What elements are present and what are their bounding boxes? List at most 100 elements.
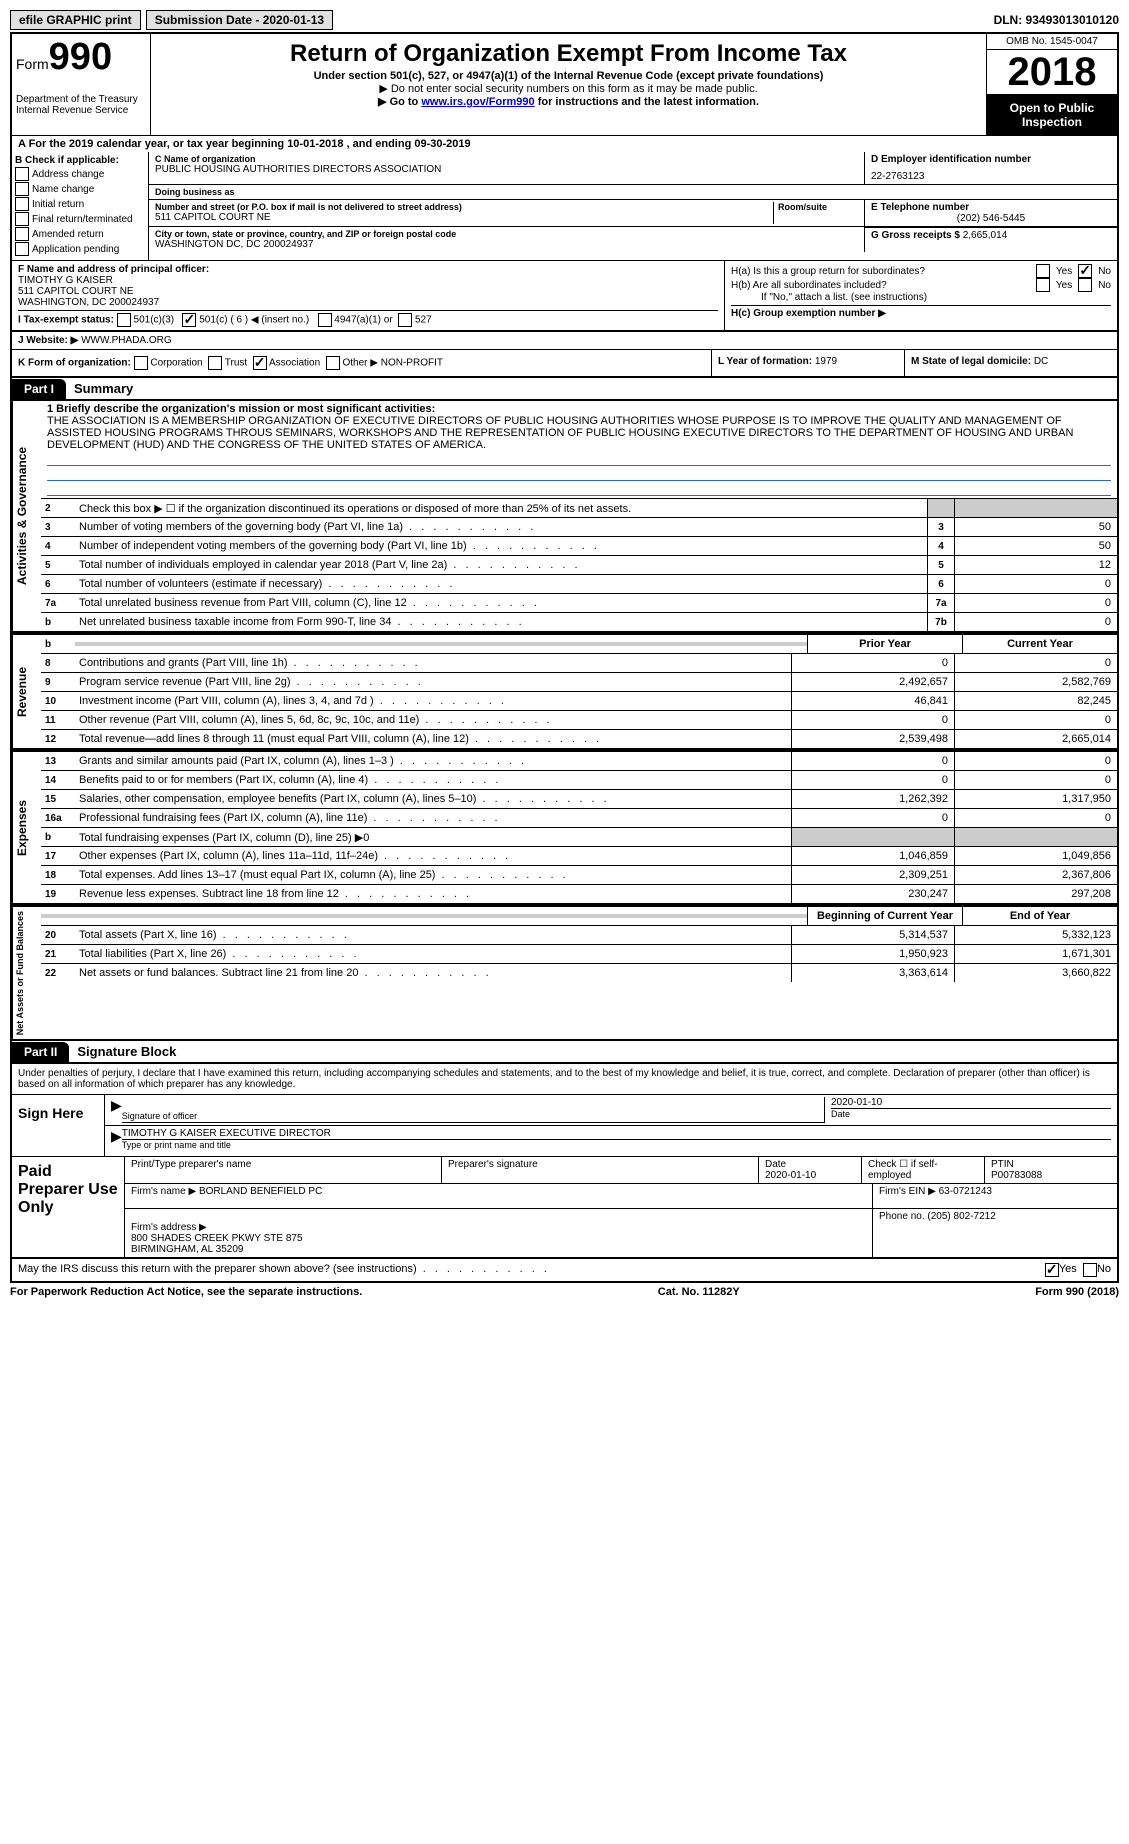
line-desc: Other revenue (Part VIII, column (A), li…: [75, 712, 791, 728]
dba-label: Doing business as: [155, 187, 859, 197]
chk-discuss-no[interactable]: [1083, 1263, 1097, 1277]
header-mid: Return of Organization Exempt From Incom…: [151, 34, 986, 135]
self-emp-cell: Check ☐ if self-employed: [862, 1157, 985, 1183]
current-val: 1,049,856: [954, 847, 1117, 865]
arrow-icon: ▶: [111, 1128, 122, 1154]
line-box: 7a: [927, 594, 954, 612]
current-val: 3,660,822: [954, 964, 1117, 982]
chk-ha-no[interactable]: [1078, 264, 1092, 278]
chk-other[interactable]: [326, 356, 340, 370]
firm-ein-cell: Firm's EIN ▶ 63-0721243: [873, 1184, 1117, 1208]
discuss-row: May the IRS discuss this return with the…: [10, 1259, 1119, 1283]
table-row: 9 Program service revenue (Part VIII, li…: [41, 673, 1117, 692]
page-footer: For Paperwork Reduction Act Notice, see …: [10, 1283, 1119, 1301]
irs-link[interactable]: www.irs.gov/Form990: [421, 96, 534, 108]
line-val: 0: [954, 575, 1117, 593]
sig-officer-label: Signature of officer: [122, 1111, 824, 1121]
line-desc: Number of independent voting members of …: [75, 538, 927, 554]
chk-address-change[interactable]: [15, 167, 29, 181]
table-row: 6 Total number of volunteers (estimate i…: [41, 575, 1117, 594]
footer-right: Form 990 (2018): [1035, 1286, 1119, 1298]
chk-527[interactable]: [398, 313, 412, 327]
lbl-discuss-yes: Yes: [1059, 1263, 1077, 1277]
prep-sig-cell: Preparer's signature: [442, 1157, 759, 1183]
prior-val: 230,247: [791, 885, 954, 903]
side-revenue: Revenue: [12, 635, 41, 748]
line-desc: Total fundraising expenses (Part IX, col…: [75, 829, 791, 846]
chk-501c[interactable]: [182, 313, 196, 327]
line-num: 2: [41, 501, 75, 516]
other-value: NON-PROFIT: [381, 358, 443, 369]
box-f: F Name and address of principal officer:…: [12, 261, 724, 330]
box-m-label: M State of legal domicile:: [911, 356, 1031, 367]
footer-left: For Paperwork Reduction Act Notice, see …: [10, 1286, 362, 1298]
identity-block: B Check if applicable: Address change Na…: [10, 152, 1119, 378]
current-val: 5,332,123: [954, 926, 1117, 944]
website-value: WWW.PHADA.ORG: [81, 335, 172, 346]
chk-hb-yes[interactable]: [1036, 278, 1050, 292]
box-f-label: F Name and address of principal officer:: [18, 264, 718, 275]
current-val: 2,367,806: [954, 866, 1117, 884]
line-num: 18: [41, 868, 75, 883]
chk-amended-return[interactable]: [15, 227, 29, 241]
firm-name-label: Firm's name ▶: [131, 1186, 196, 1197]
line-box: 5: [927, 556, 954, 574]
chk-assoc[interactable]: [253, 356, 267, 370]
firm-addr: 800 SHADES CREEK PKWY STE 875 BIRMINGHAM…: [131, 1233, 303, 1255]
part1-header: Part I Summary: [10, 378, 1119, 401]
line-num: 3: [41, 520, 75, 535]
table-row: 15 Salaries, other compensation, employe…: [41, 790, 1117, 809]
chk-corp[interactable]: [134, 356, 148, 370]
box-c-address: Number and street (or P.O. box if mail i…: [149, 200, 864, 226]
lbl-yes2: Yes: [1056, 280, 1072, 291]
line-desc: Revenue less expenses. Subtract line 18 …: [75, 886, 791, 902]
sig-date: 2020-01-10: [831, 1097, 1111, 1109]
chk-name-change[interactable]: [15, 182, 29, 196]
line-num: 10: [41, 694, 75, 709]
line-num: b: [41, 830, 75, 845]
org-name: PUBLIC HOUSING AUTHORITIES DIRECTORS ASS…: [155, 164, 858, 175]
lbl-other: Other ▶: [342, 358, 377, 369]
line-desc: Total number of volunteers (estimate if …: [75, 576, 927, 592]
chk-hb-no[interactable]: [1078, 278, 1092, 292]
revenue-section: Revenue b Prior Year Current Year 8 Cont…: [10, 633, 1119, 750]
box-c-label: C Name of organization: [155, 154, 858, 164]
chk-application-pending[interactable]: [15, 242, 29, 256]
part2-header: Part II Signature Block: [10, 1041, 1119, 1064]
lbl-corp: Corporation: [150, 358, 202, 369]
line-box: 4: [927, 537, 954, 555]
lbl-address-change: Address change: [32, 169, 104, 180]
table-row: 14 Benefits paid to or for members (Part…: [41, 771, 1117, 790]
chk-4947[interactable]: [318, 313, 332, 327]
table-row: 4 Number of independent voting members o…: [41, 537, 1117, 556]
firm-phone-cell: Phone no. (205) 802-7212: [873, 1209, 1117, 1257]
chk-initial-return[interactable]: [15, 197, 29, 211]
side-governance: Activities & Governance: [12, 401, 41, 631]
form-title: Return of Organization Exempt From Incom…: [161, 40, 976, 68]
gray-box: [927, 499, 954, 517]
footer-mid: Cat. No. 11282Y: [658, 1286, 740, 1298]
prior-val: 1,046,859: [791, 847, 954, 865]
line-num: 4: [41, 539, 75, 554]
gray-val: [954, 499, 1117, 517]
chk-final-return[interactable]: [15, 212, 29, 226]
line-num: 20: [41, 928, 75, 943]
expenses-section: Expenses 13 Grants and similar amounts p…: [10, 750, 1119, 905]
mission-label: 1 Briefly describe the organization's mi…: [47, 403, 1111, 415]
lbl-final-return: Final return/terminated: [32, 214, 133, 225]
chk-discuss-yes[interactable]: [1045, 1263, 1059, 1277]
efile-button[interactable]: efile GRAPHIC print: [10, 10, 141, 30]
ptin-value: P00783088: [991, 1170, 1111, 1181]
chk-trust[interactable]: [208, 356, 222, 370]
formation-year: 1979: [815, 356, 837, 367]
dept-text: Department of the Treasury Internal Reve…: [16, 94, 146, 116]
h-b-label: H(b) Are all subordinates included?: [731, 280, 1030, 291]
line-num: 17: [41, 849, 75, 864]
current-val: 2,582,769: [954, 673, 1117, 691]
line-num: 5: [41, 558, 75, 573]
chk-ha-yes[interactable]: [1036, 264, 1050, 278]
addr-label: Number and street (or P.O. box if mail i…: [155, 202, 773, 212]
chk-501c3[interactable]: [117, 313, 131, 327]
submission-date-button[interactable]: Submission Date - 2020-01-13: [146, 10, 333, 30]
phone-value: (202) 546-5445: [871, 213, 1111, 224]
